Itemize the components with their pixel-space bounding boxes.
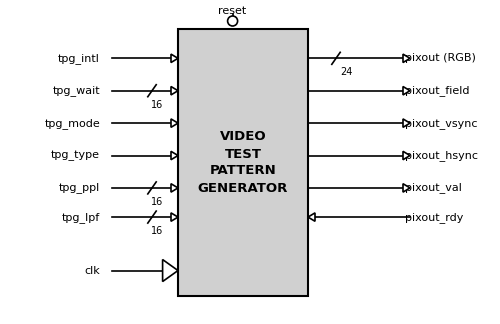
Text: 16: 16 xyxy=(151,197,163,207)
Text: pixout_rdy: pixout_rdy xyxy=(405,212,464,223)
Text: tpg_wait: tpg_wait xyxy=(52,85,100,96)
Polygon shape xyxy=(162,260,178,282)
Text: pixout_val: pixout_val xyxy=(405,182,462,193)
Text: pixout_field: pixout_field xyxy=(405,85,469,96)
Polygon shape xyxy=(308,213,315,221)
Polygon shape xyxy=(171,119,178,127)
Text: TEST: TEST xyxy=(224,147,262,160)
Circle shape xyxy=(228,16,237,26)
Polygon shape xyxy=(171,151,178,160)
Text: pixout (RGB): pixout (RGB) xyxy=(405,53,476,63)
Text: pixout_hsync: pixout_hsync xyxy=(405,150,478,161)
Text: 16: 16 xyxy=(151,226,163,236)
Text: 24: 24 xyxy=(340,67,352,77)
Polygon shape xyxy=(171,54,178,63)
Text: GENERATOR: GENERATOR xyxy=(198,181,288,194)
Text: PATTERN: PATTERN xyxy=(210,165,276,178)
Polygon shape xyxy=(403,87,410,95)
Text: clk: clk xyxy=(84,266,100,275)
Polygon shape xyxy=(403,119,410,127)
Polygon shape xyxy=(171,184,178,192)
Text: 16: 16 xyxy=(151,100,163,110)
Text: pixout_vsync: pixout_vsync xyxy=(405,118,477,129)
Text: VIDEO: VIDEO xyxy=(220,131,266,144)
Polygon shape xyxy=(403,54,410,63)
Bar xyxy=(178,29,308,296)
Polygon shape xyxy=(171,87,178,95)
Polygon shape xyxy=(403,184,410,192)
Text: reset: reset xyxy=(218,6,246,16)
Text: tpg_intl: tpg_intl xyxy=(58,53,100,64)
Text: tpg_ppl: tpg_ppl xyxy=(59,182,100,193)
Text: tpg_type: tpg_type xyxy=(51,150,100,161)
Text: tpg_mode: tpg_mode xyxy=(44,118,100,129)
Polygon shape xyxy=(171,213,178,221)
Text: tpg_lpf: tpg_lpf xyxy=(62,212,100,223)
Polygon shape xyxy=(403,151,410,160)
